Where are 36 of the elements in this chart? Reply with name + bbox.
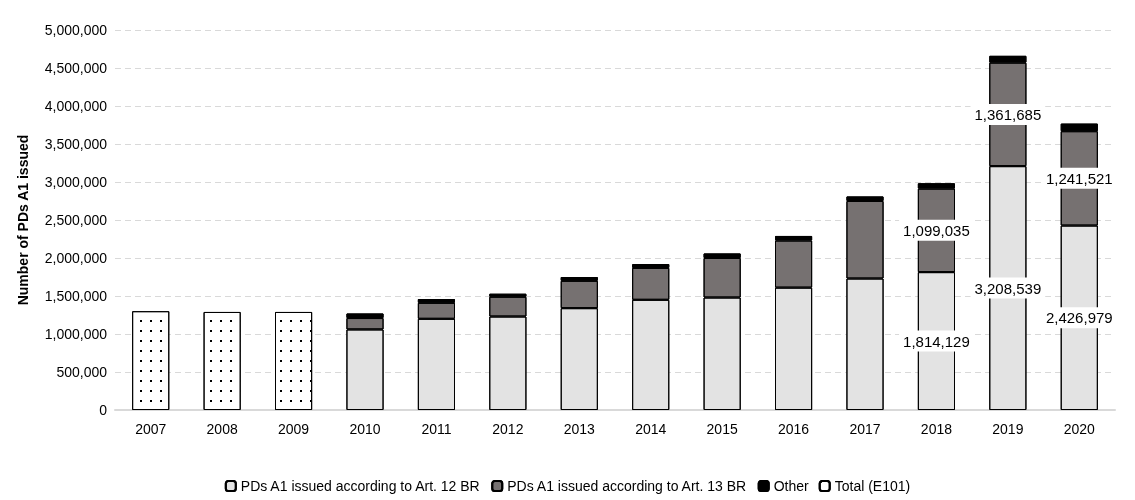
x-tick-label: 2012 [492, 421, 524, 437]
data-label: 1,099,035 [903, 221, 970, 239]
x-tick-label: 2017 [849, 421, 881, 437]
x-tick-label: 2020 [1063, 421, 1096, 437]
x-tick-label: 2018 [920, 421, 953, 437]
y-tick-label: 3,500,000 [44, 136, 108, 152]
x-tick-label: 2016 [777, 421, 810, 437]
x-tick-label: 2007 [135, 421, 167, 437]
x-tick-label: 2008 [206, 421, 238, 437]
y-tick-label: 4,000,000 [44, 98, 108, 114]
data-label: 1,361,685 [974, 105, 1042, 123]
x-tick-label: 2015 [706, 421, 738, 437]
x-tick-label: 2013 [563, 421, 596, 437]
x-tick-label: 2010 [349, 421, 381, 437]
y-tick-label: 5,000,000 [44, 22, 108, 38]
x-tick-label: 2011 [421, 421, 452, 437]
y-tick-label: 2,500,000 [44, 212, 108, 228]
legend-label: PDs A1 issued according to Art. 12 BR [240, 478, 480, 494]
x-tick-label: 2014 [635, 421, 667, 437]
x-tick-label: 2009 [277, 421, 310, 437]
y-tick-label: 1,500,000 [44, 288, 108, 304]
y-tick-label: 1,000,000 [44, 326, 108, 342]
y-tick-label: 3,000,000 [44, 174, 108, 190]
x-tick-label: 2019 [992, 421, 1024, 437]
data-label: 1,241,521 [1045, 169, 1113, 187]
y-tick-label: 2,000,000 [44, 250, 108, 266]
y-axis-title: Number of PDs A1 issued [15, 134, 31, 306]
legend-label: Total (E101) [834, 478, 911, 494]
data-label: 2,426,979 [1045, 309, 1113, 327]
legend-label: PDs A1 issued according to Art. 13 BR [507, 478, 747, 494]
data-label: 3,208,539 [974, 279, 1042, 297]
y-tick-label: 500,000 [56, 364, 108, 380]
y-tick-label: 0 [99, 402, 108, 418]
y-tick-label: 4,500,000 [44, 60, 108, 76]
data-label: 1,814,129 [903, 332, 970, 350]
legend-label: Other [773, 478, 810, 494]
